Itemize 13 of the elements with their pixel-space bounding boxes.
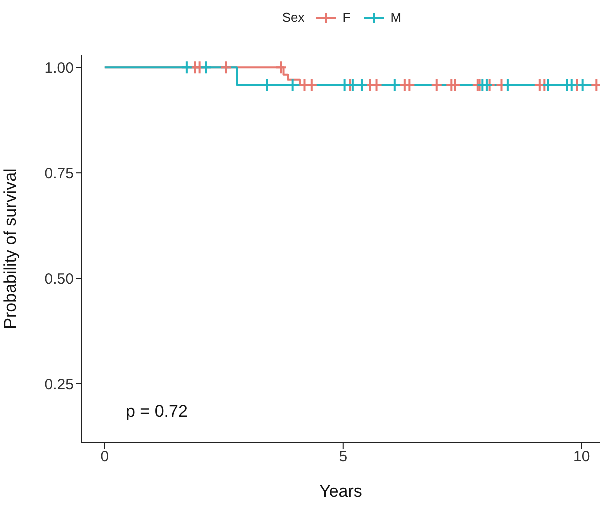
x-tick-label: 10	[574, 448, 590, 466]
y-tick-label: 0.25	[44, 376, 74, 394]
y-tick-label: 0.50	[44, 270, 74, 288]
legend-label: M	[390, 10, 402, 25]
x-tick-label: 0	[100, 448, 110, 466]
y-tick-label: 0.75	[44, 165, 74, 182]
legend-title: Sex	[282, 10, 305, 25]
x-axis-title: Years	[320, 482, 362, 501]
x-tick-label: 5	[339, 448, 348, 466]
y-tick-label: 1.00	[44, 60, 74, 77]
annotation: p = 0.72	[126, 402, 188, 422]
y-axis-title: Probability of survival	[1, 168, 20, 330]
legend-label: F	[342, 10, 351, 25]
